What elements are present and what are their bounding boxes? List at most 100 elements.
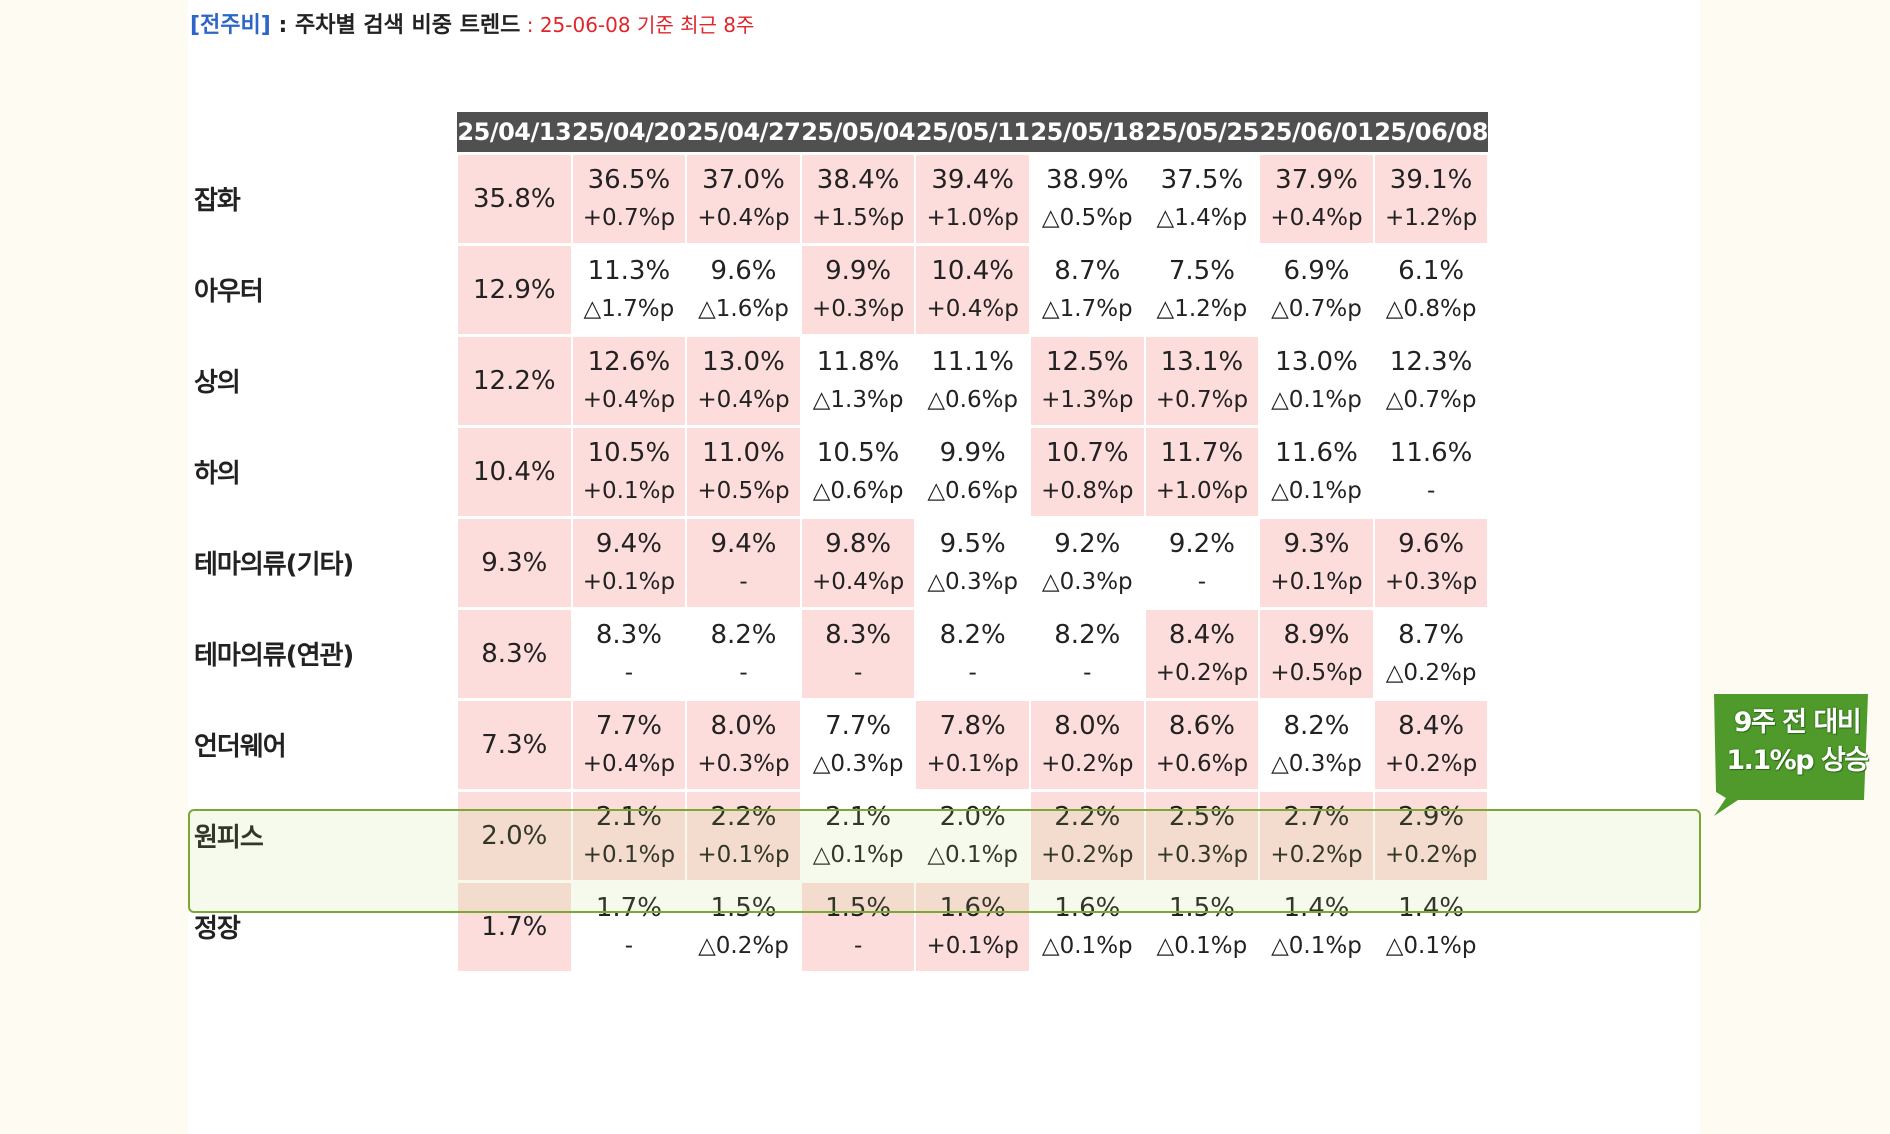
cell-value: 9.6% <box>1398 529 1465 559</box>
cell-value: 9.4% <box>710 529 777 559</box>
cell-change: - <box>624 660 634 686</box>
trend-table: 25/04/13 25/04/20 25/04/27 25/05/04 25/05/11… <box>188 112 1700 1134</box>
table-cell: 9.3% +0.1%p <box>1260 519 1373 607</box>
cell-value: 2.1% <box>595 802 662 832</box>
cell-value: 13.1% <box>1160 347 1244 377</box>
cell-value: 38.4% <box>816 165 900 195</box>
cell-value: 1.6% <box>939 893 1006 923</box>
cell-change: △1.4%p <box>1156 205 1248 231</box>
cell-change: +0.2%p <box>1041 842 1134 868</box>
table-cell: 10.5% +0.1%p <box>572 428 686 516</box>
table-cell: 12.2% <box>458 337 571 425</box>
table-cell: 11.8% △1.3%p <box>802 337 915 425</box>
cell-change: +0.4%p <box>582 387 676 413</box>
table-cell: 9.4% - <box>687 519 800 607</box>
cell-value: 39.4% <box>931 165 1014 195</box>
cell-value: 35.8% <box>472 184 556 214</box>
title-main: 주차별 검색 비중 트렌드 <box>294 13 521 38</box>
table-cell: 2.7% +0.2%p <box>1260 792 1373 880</box>
table-cell: 38.9% △0.5%p <box>1031 155 1144 243</box>
cell-value: 8.3% <box>825 620 892 650</box>
cell-value: 7.3% <box>481 730 548 760</box>
callout-line-2: 1.1%p 상승 <box>1726 745 1869 776</box>
cell-change: △0.3%p <box>1271 751 1362 777</box>
cell-change: △1.3%p <box>812 387 904 413</box>
table-cell: 10.4% +0.4%p <box>916 246 1029 334</box>
table-cell: 9.4% +0.1%p <box>572 519 686 607</box>
table-cell: 2.5% +0.3%p <box>1145 792 1259 880</box>
cell-change: +0.1%p <box>926 751 1019 777</box>
cell-value: 38.9% <box>1045 165 1129 195</box>
cell-value: 13.0% <box>1275 347 1358 377</box>
table-cell: 38.4% +1.5%p <box>801 155 915 243</box>
cell-change: +1.2%p <box>1384 205 1478 231</box>
cell-value: 12.3% <box>1389 347 1473 377</box>
cell-value: 11.6% <box>1389 438 1473 468</box>
cell-value: 8.4% <box>1168 620 1235 650</box>
table-cell: 8.4% +0.2%p <box>1374 701 1488 789</box>
cell-value: 9.2% <box>1054 529 1121 559</box>
table-cell: 1.5% △0.1%p <box>1146 883 1259 971</box>
cell-value: 2.2% <box>1054 802 1121 832</box>
cell-change: △0.7%p <box>1271 296 1362 322</box>
table-cell: 13.1% +0.7%p <box>1145 337 1259 425</box>
cell-change: +0.1%p <box>1270 569 1363 595</box>
table-cell: 37.9% +0.4%p <box>1260 155 1373 243</box>
cell-change: +1.0%p <box>926 205 1019 231</box>
cell-change: △0.2%p <box>698 933 789 959</box>
table-cell: 11.6% - <box>1375 428 1488 516</box>
table-cell: 9.9% +0.3%p <box>801 246 915 334</box>
cell-change: - <box>739 569 748 595</box>
cell-value: 10.5% <box>587 438 671 468</box>
cell-change: △0.3%p <box>1041 569 1133 595</box>
cell-value: 10.5% <box>816 438 900 468</box>
cell-change: △0.1%p <box>1385 933 1477 959</box>
cell-value: 8.2% <box>710 620 777 650</box>
cell-value: 1.7% <box>481 912 548 942</box>
cell-change: +0.2%p <box>1384 842 1478 868</box>
cell-value: 9.6% <box>710 256 777 286</box>
page-title: [전주비] : 주차별 검색 비중 트렌드 : 25-06-08 기준 최근 8… <box>190 7 754 39</box>
table-cell: 36.5% +0.7%p <box>572 155 686 243</box>
cell-value: 9.5% <box>939 529 1006 559</box>
table-cell: 8.0% +0.2%p <box>1031 701 1144 789</box>
cell-value: 8.4% <box>1398 711 1465 741</box>
table-cell: 1.7% - <box>573 883 686 971</box>
cell-value: 11.3% <box>587 256 671 286</box>
cell-change: +0.1%p <box>926 933 1019 959</box>
table-cell: 11.6% △0.1%p <box>1260 428 1373 516</box>
cell-value: 11.7% <box>1160 438 1244 468</box>
cell-change: △0.6%p <box>812 478 904 504</box>
cell-change: +0.7%p <box>1155 387 1249 413</box>
cell-change: +0.1%p <box>582 478 676 504</box>
cell-change: +0.4%p <box>811 569 905 595</box>
table-cell: 8.9% +0.5%p <box>1260 610 1373 698</box>
cell-change: △0.1%p <box>1271 478 1362 504</box>
table-cell: 39.4% +1.0%p <box>916 155 1029 243</box>
cell-value: 10.7% <box>1045 438 1129 468</box>
cell-change: +0.8%p <box>1041 478 1134 504</box>
table-cell: 37.5% △1.4%p <box>1146 155 1259 243</box>
cell-change: - <box>1083 660 1092 686</box>
cell-value: 2.0% <box>939 802 1006 832</box>
cell-value: 8.3% <box>595 620 662 650</box>
cell-change: +1.0%p <box>1155 478 1249 504</box>
cell-value: 8.2% <box>1283 711 1350 741</box>
table-cell: 1.4% △0.1%p <box>1375 883 1488 971</box>
table-cell: 8.2% - <box>916 610 1029 698</box>
cell-value: 12.5% <box>1045 347 1129 377</box>
cell-value: 10.4% <box>931 256 1014 286</box>
cell-value: 9.3% <box>1283 529 1350 559</box>
table-cell: 12.3% △0.7%p <box>1375 337 1488 425</box>
row-label: 상의 <box>194 368 241 398</box>
cell-change: +0.5%p <box>697 478 790 504</box>
callout-badge: 9주 전 대비 1.1%p 상승 <box>1702 694 1880 816</box>
cell-value: 6.1% <box>1398 256 1465 286</box>
cell-change: +0.4%p <box>926 296 1019 322</box>
table-cell: 1.4% △0.1%p <box>1260 883 1373 971</box>
column-header: 25/06/08 <box>1373 112 1488 152</box>
cell-value: 7.7% <box>595 711 662 741</box>
callout-shape <box>1714 694 1868 816</box>
table-cell: 11.3% △1.7%p <box>573 246 686 334</box>
cell-change: △0.6%p <box>927 387 1019 413</box>
